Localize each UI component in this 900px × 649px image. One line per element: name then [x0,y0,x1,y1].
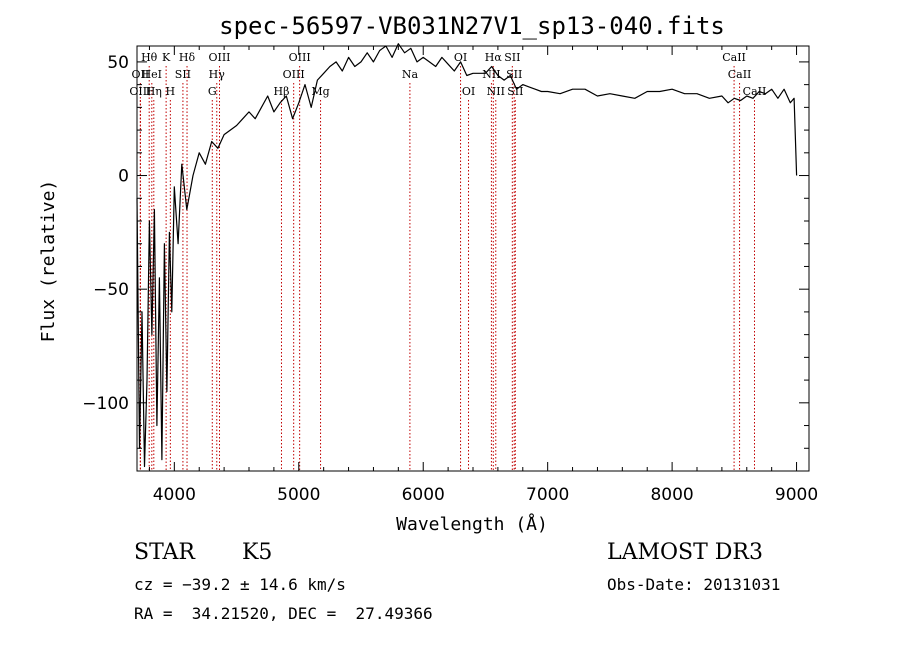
line-marker-label: Hα [485,51,503,64]
series-line-flux [136,43,798,468]
series-layer [136,43,798,468]
line-marker-label: K [162,51,171,64]
x-tick-label: 9000 [775,485,818,505]
ticks: 4000 5000 6000 7000 8000 9000 50 0 −50 −100 [82,46,818,505]
line-marker-label: CaII [728,68,752,81]
x-tick-label: 4000 [153,485,196,505]
survey-name: LAMOST DR3 [607,540,763,565]
x-tick-label: 6000 [402,485,445,505]
line-marker-label: OI [454,51,467,64]
line-marker-label: SII [507,85,523,98]
object-class: STAR [134,540,195,565]
x-tick-label: 7000 [526,485,569,505]
y-tick-label: 50 [107,53,129,73]
line-marker-label: G [208,85,217,98]
line-marker-label: OIII [289,51,311,64]
line-marker-label: OIII [208,51,230,64]
line-marker-label: CaII [722,51,746,64]
line-marker-label: HeI [142,68,162,81]
line-marker-label: Hδ [179,51,196,64]
line-marker-label: SII [504,51,520,64]
line-marker-label: Hβ [274,85,290,98]
line-marker-label: OII [132,68,150,81]
line-marker-label: OIII [283,68,305,81]
line-marker-label: NII [487,85,505,98]
line-marker-label: Hγ [209,68,226,81]
line-marker-label: OIII [129,85,151,98]
line-marker-label: Hθ [141,51,158,64]
coordinates: RA = 34.21520, DEC = 27.49366 [134,604,433,623]
obs-date: Obs-Date: 20131031 [607,575,781,594]
line-marker-label: Hη [146,85,162,98]
line-marker-label: SII [175,68,191,81]
line-marker-label: Na [402,68,419,81]
x-tick-label: 5000 [277,485,320,505]
x-axis-label: Wavelength (Å) [396,513,548,535]
plot-frame [136,45,810,472]
y-tick-label: −50 [93,280,129,300]
y-axis-label: Flux (relative) [38,180,59,343]
line-marker-label: SII [506,68,522,81]
redshift-readout: cz = −39.2 ± 14.6 km/s [134,575,346,594]
line-marker-label: OI [462,85,475,98]
y-tick-label: 0 [118,167,129,187]
y-tick-label: −100 [82,394,129,414]
chart-title: spec-56597-VB031N27V1_sp13-040.fits [219,12,725,40]
object-subclass: K5 [242,540,273,565]
line-marker-label: CaII [743,85,767,98]
x-tick-label: 8000 [650,485,693,505]
axes [136,45,810,472]
line-marker-label: H [166,85,176,98]
